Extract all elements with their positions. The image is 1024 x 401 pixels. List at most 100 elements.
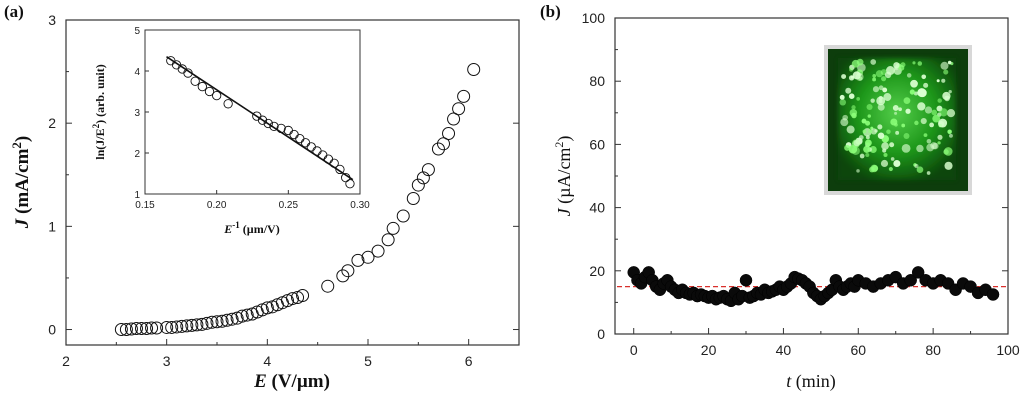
panel-b-data-points — [627, 266, 1000, 308]
panel-a-label: (a) — [4, 2, 24, 21]
emission-spot — [862, 129, 867, 134]
panel-a-data-point — [396, 209, 410, 223]
inset-data-point — [269, 121, 279, 132]
panel-a-data-point — [220, 313, 234, 327]
emission-spot — [894, 111, 898, 115]
emission-spot — [839, 99, 847, 106]
emission-spot — [937, 98, 942, 103]
inset-data-point — [335, 164, 345, 175]
panel-a-data-point — [165, 320, 179, 334]
emission-spot — [898, 65, 905, 71]
emission-spot — [844, 144, 851, 151]
panel-a-data-point — [260, 301, 274, 315]
emission-spot — [858, 135, 864, 140]
panel-b-x-axis-label: t (min) — [786, 371, 836, 392]
emission-spot — [876, 96, 886, 106]
inset-data-point — [223, 99, 233, 109]
emission-spot — [917, 88, 927, 98]
emission-spot — [916, 144, 924, 153]
panel-a-data-point — [321, 279, 335, 293]
panel-a-data-point — [431, 142, 445, 156]
emission-spot — [841, 74, 847, 80]
emission-spot — [937, 134, 943, 140]
emission-spot — [926, 171, 931, 175]
emission-spot — [868, 129, 873, 134]
panel-a-data-point — [195, 317, 209, 331]
emission-spot — [869, 166, 875, 173]
panel-b-y-tick-label: 40 — [589, 200, 605, 216]
panel-a-data-point — [150, 321, 164, 335]
panel-a-data-point — [140, 321, 154, 335]
panel-a-x-axis-label: E (V/µm) — [253, 371, 330, 392]
emission-spot — [910, 79, 918, 88]
emission-spot — [943, 147, 953, 156]
emission-spot — [923, 82, 929, 88]
emission-spot — [946, 108, 956, 118]
panel-a-data-point — [190, 318, 204, 332]
panel-b-label: (b) — [540, 2, 561, 21]
emission-spot — [932, 114, 941, 123]
emission-spot — [921, 74, 927, 80]
emission-spot — [859, 153, 865, 159]
emission-spot — [880, 159, 889, 168]
inset-x-tick-label: 0.15 — [135, 200, 155, 211]
panel-a-data-point — [129, 321, 143, 335]
emission-spot — [882, 148, 887, 153]
panel-b-x-tick-label: 80 — [925, 342, 941, 358]
emission-spot — [867, 114, 871, 118]
panel-a-data-point — [371, 244, 385, 258]
emission-spot — [870, 98, 875, 103]
emission-spot — [839, 94, 845, 100]
inset-plot-frame — [144, 29, 361, 195]
inset-y-tick-label: 1 — [134, 190, 140, 201]
panel-a-data-point — [160, 320, 174, 334]
emission-spot — [842, 114, 849, 121]
emission-spot — [947, 60, 952, 65]
emission-spot — [942, 91, 951, 101]
panel-a-inset: 0.15 0.20 0.25 0.30 1 2 3 4 5 E-1 (µm/V) ln(J/E2… — [91, 26, 370, 236]
panel-a-data-point — [185, 318, 199, 332]
emission-spot — [882, 87, 888, 93]
emission-spot — [917, 102, 926, 111]
panel-b-data-point — [911, 266, 925, 279]
emission-spot — [881, 142, 889, 150]
emission-spot — [914, 164, 919, 169]
emission-spot — [914, 120, 919, 126]
panel-a-data-point — [210, 315, 224, 329]
emission-spot — [931, 109, 938, 116]
emission-spot — [865, 120, 871, 126]
panel-a-y-tick-label: 1 — [48, 218, 56, 234]
emission-spot — [938, 121, 945, 128]
inset-data-point — [204, 86, 215, 97]
emission-spot — [936, 79, 940, 83]
emission-spot — [890, 157, 895, 161]
panel-a-axes-ticks: 2 3 4 5 6 0 1 2 3 — [48, 12, 519, 369]
panel-b-x-tick-label: 20 — [701, 342, 717, 358]
inset-y-tick-label: 5 — [134, 26, 140, 37]
emission-spot — [939, 108, 948, 117]
panel-b-y-axis-label: J (µA/cm2) — [552, 136, 575, 217]
emission-spot — [878, 85, 884, 91]
panel-a-data-point — [124, 322, 138, 336]
emission-spot — [898, 107, 902, 112]
emission-spot — [883, 152, 888, 158]
emission-spot — [877, 103, 885, 111]
panel-b-data-point — [739, 274, 753, 287]
emission-spot — [869, 146, 877, 153]
panel-b-y-tick-label: 60 — [589, 136, 605, 152]
emission-spot — [944, 161, 953, 170]
panel-a-data-point — [175, 319, 189, 333]
emission-spot — [926, 143, 935, 152]
panel-a-data-point — [421, 163, 435, 177]
panel-a-data-point — [205, 315, 219, 329]
emission-spot — [923, 133, 928, 138]
emission-spot — [851, 105, 856, 110]
inset-data-point — [197, 81, 207, 92]
panel-a-data-point — [341, 264, 355, 278]
panel-a-data-point — [170, 320, 184, 334]
emission-spot — [901, 143, 911, 153]
inset-y-tick-label: 4 — [134, 67, 140, 78]
emission-spot — [872, 73, 877, 78]
panel-b-y-tick-label: 100 — [582, 10, 606, 26]
panel-a-x-tick-label: 5 — [364, 353, 372, 369]
